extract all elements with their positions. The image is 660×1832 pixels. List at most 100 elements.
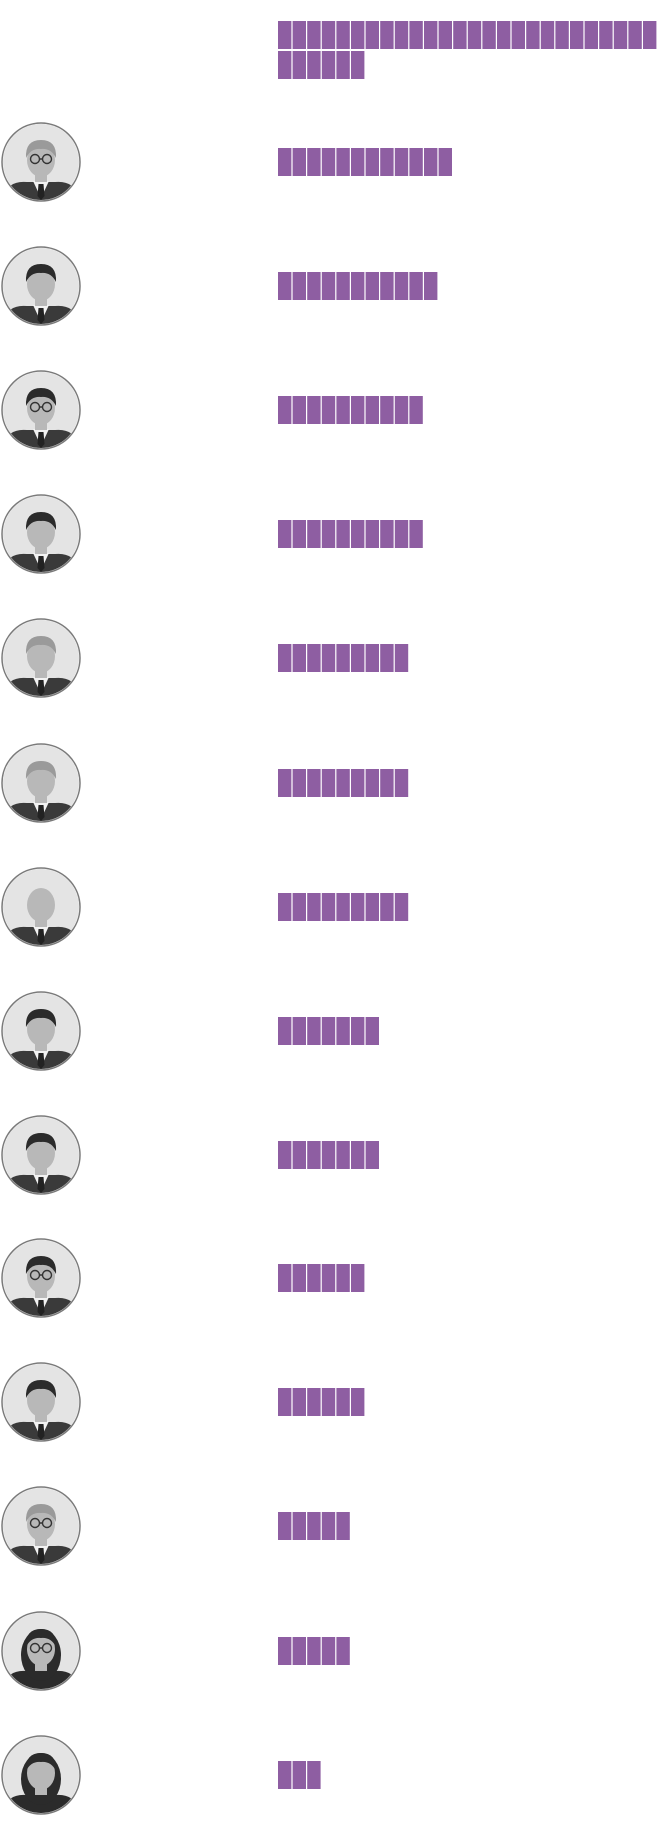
unit-block [278,21,292,49]
unit-block [584,21,598,49]
unit-block [292,51,306,79]
portrait-avatar [1,867,81,947]
portrait-photo [3,248,79,324]
unit-block [365,396,379,424]
unit-block [278,1017,292,1045]
chart-row [1,1735,321,1815]
unit-block [278,893,292,921]
portrait-photo [3,620,79,696]
portrait-photo [3,124,79,200]
unit-block [365,148,379,176]
unit-block [307,1017,321,1045]
unit-block [351,1141,365,1169]
unit-block [307,272,321,300]
unit-block [307,1388,321,1416]
unit-block [278,396,292,424]
unit-block [336,396,350,424]
unit-block [292,21,306,49]
unit-block [380,769,394,797]
unit-block [351,148,365,176]
unit-block [321,21,336,49]
unit-block [482,21,496,49]
portrait-avatar [1,991,81,1071]
bar [278,21,657,79]
unit-block [336,1512,350,1540]
unit-block [336,1388,350,1416]
unit-block [292,1017,306,1045]
unit-block [409,520,423,548]
unit-block [351,520,365,548]
unit-block [365,893,379,921]
chart-row [1,246,438,326]
unit-block [292,1761,306,1789]
unit-block [351,644,365,672]
bar [278,1264,365,1292]
unit-block [613,21,628,49]
portrait-avatar [1,743,81,823]
portrait-avatar [1,1486,81,1566]
unit-block [380,21,394,49]
unit-block [292,1388,306,1416]
unit-block [278,1388,292,1416]
unit-block [336,644,350,672]
unit-block [453,21,467,49]
unit-block [526,21,540,49]
unit-block [307,51,321,79]
portrait-avatar [1,122,81,202]
chart-row [1,1238,365,1318]
unit-block [438,21,452,49]
bar [278,1017,379,1045]
unit-block [467,21,482,49]
portrait-avatar [1,618,81,698]
chart-row [1,122,452,202]
unit-block [307,644,321,672]
unit-block [307,893,321,921]
chart-row [1,1486,350,1566]
unit-block [351,21,365,49]
chart-row [1,1611,350,1691]
portrait-avatar [1,494,81,574]
unit-block [278,1512,292,1540]
unit-block [307,1512,321,1540]
unit-block [292,396,306,424]
unit-block [351,893,365,921]
portrait-avatar [1,1362,81,1442]
unit-block [321,893,336,921]
unit-block [351,1017,365,1045]
unit-block [424,21,438,49]
unit-block [307,520,321,548]
unit-block [336,520,350,548]
unit-block [365,1141,379,1169]
portrait-avatar [1,370,81,450]
portrait-avatar [1,1611,81,1691]
unit-block [336,272,350,300]
unit-block [643,21,657,49]
unit-block [424,148,438,176]
unit-block [570,21,584,49]
unit-block [278,51,292,79]
unit-block [321,148,336,176]
unit-block [380,396,394,424]
unit-block [336,21,350,49]
unit-block [321,272,336,300]
bar [278,1637,350,1665]
unit-block [292,893,306,921]
unit-block [307,148,321,176]
portrait-avatar [1,1735,81,1815]
unit-block [380,148,394,176]
chart-row [1,1362,365,1442]
bar [278,396,423,424]
unit-block [336,769,350,797]
unit-block [394,148,409,176]
unit-block [336,1637,350,1665]
unit-block [278,1264,292,1292]
chart-row [1,1115,379,1195]
unit-block [555,21,569,49]
chart-row [1,370,423,450]
bar [278,520,423,548]
unit-block [351,769,365,797]
unit-block [292,148,306,176]
unit-block [321,1017,336,1045]
unit-block [351,1264,365,1292]
